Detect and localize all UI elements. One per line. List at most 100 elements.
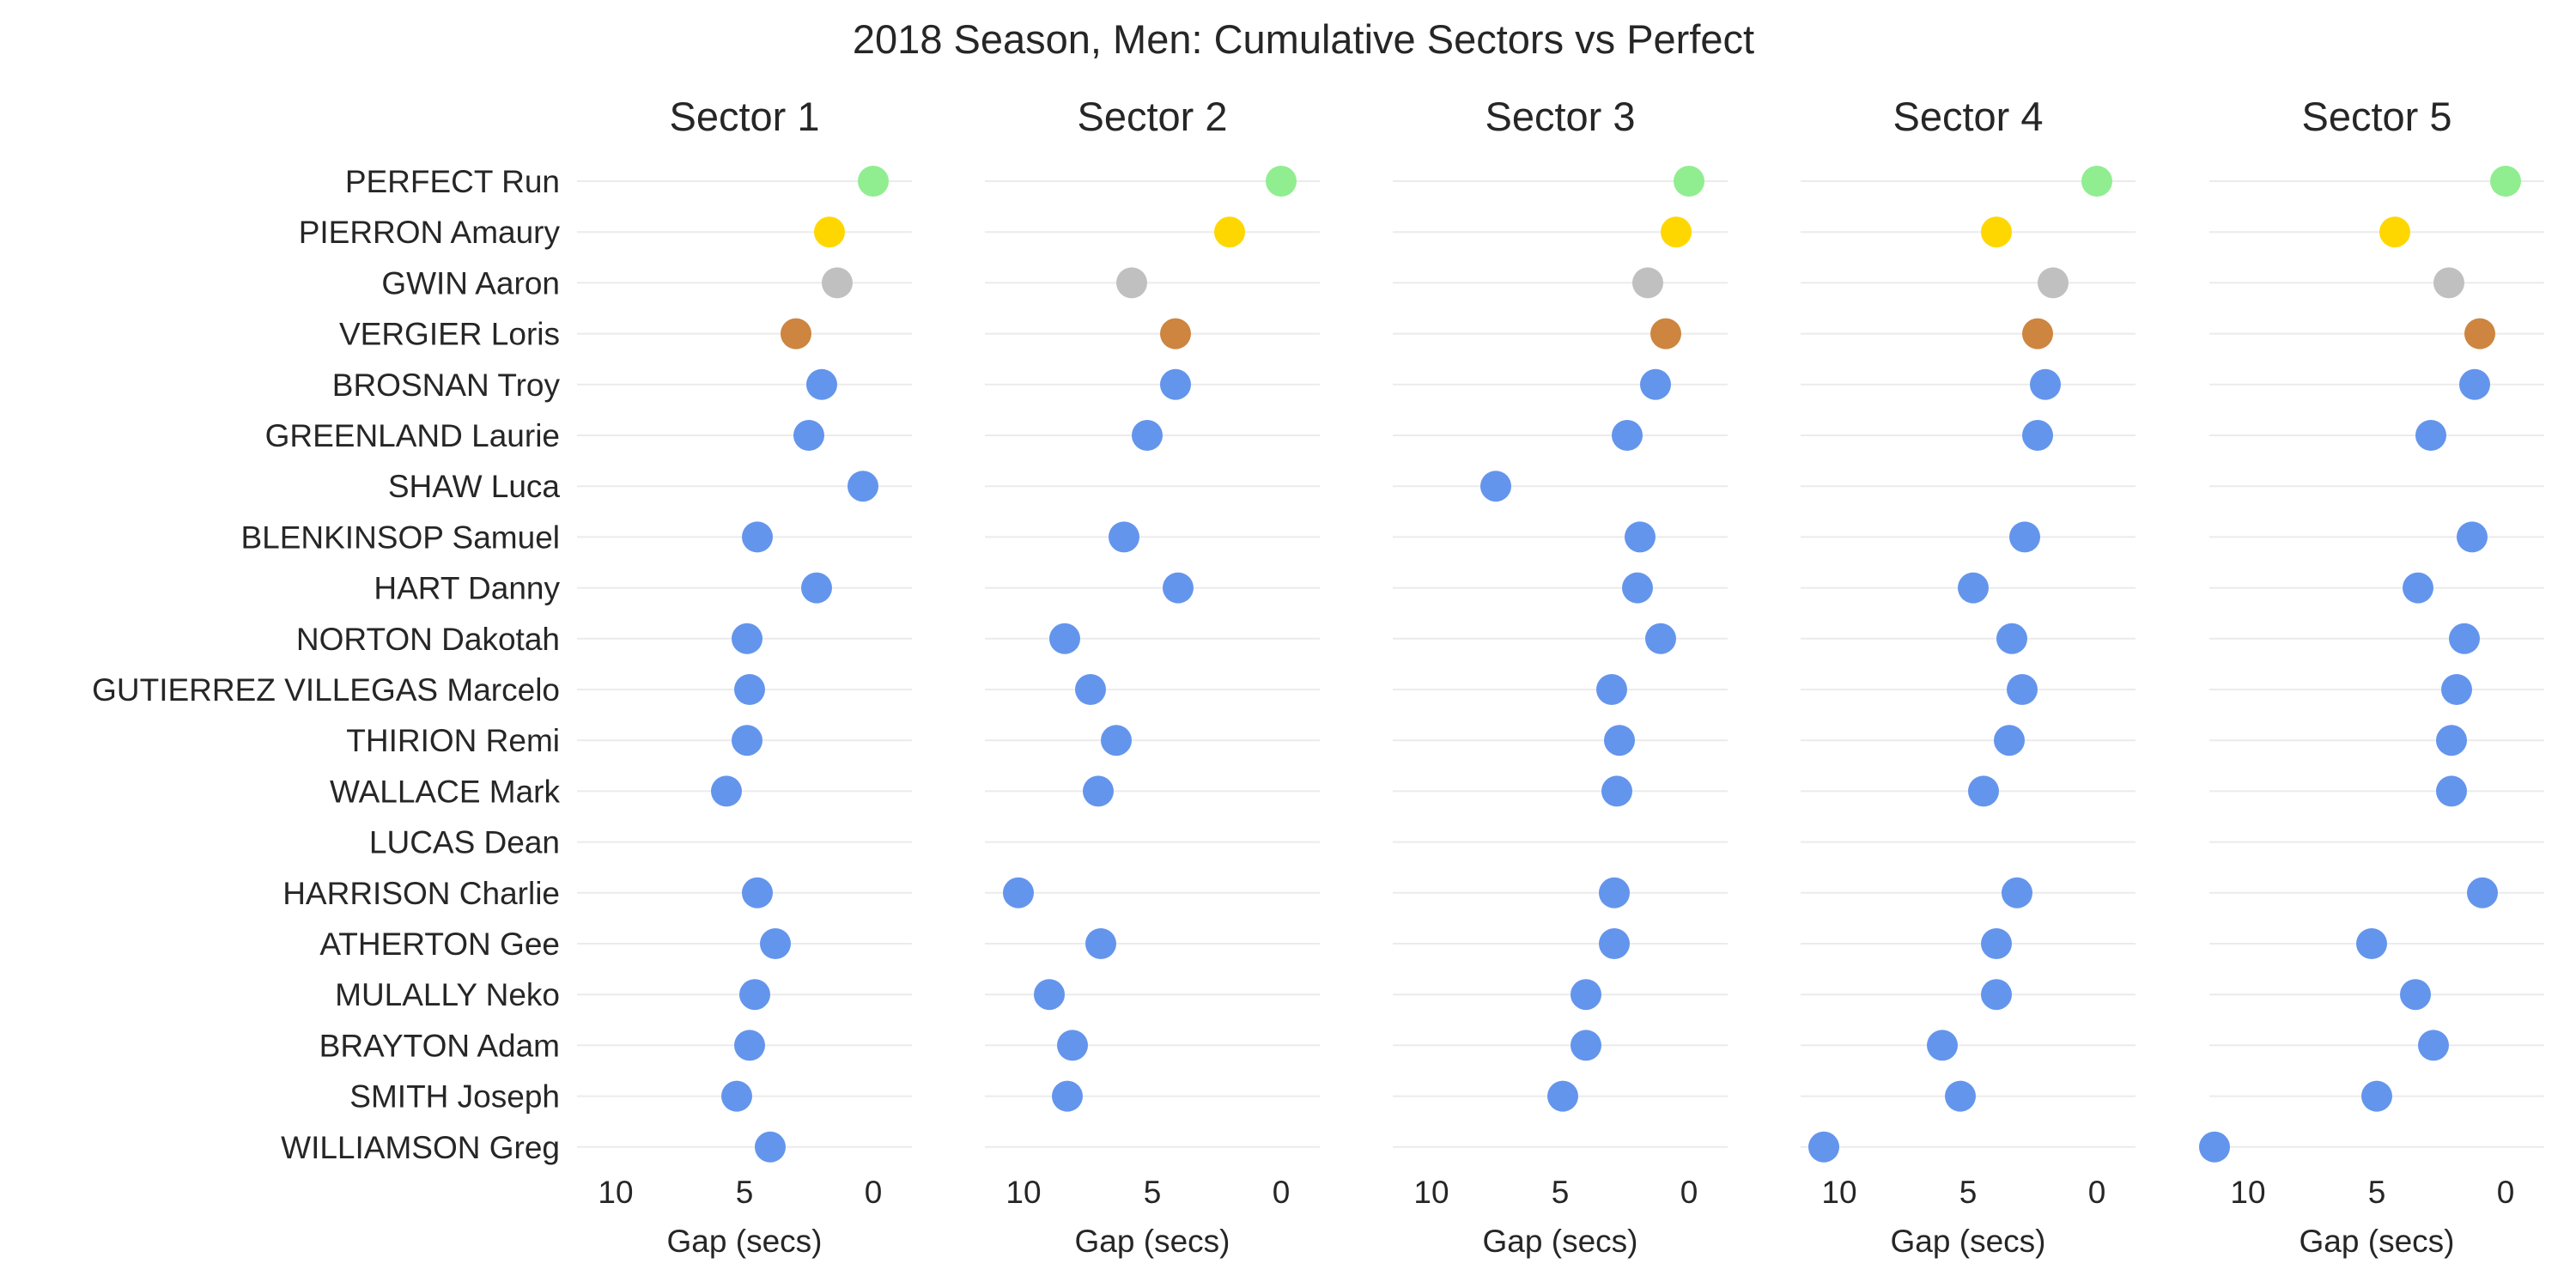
x-axis-label: Gap (secs): [2300, 1224, 2455, 1259]
data-point: [1057, 1030, 1088, 1061]
data-point: [1981, 216, 2012, 248]
data-point: [2400, 979, 2431, 1011]
chart-title: 2018 Season, Men: Cumulative Sectors vs …: [853, 16, 1754, 62]
data-point: [1650, 318, 1681, 349]
data-point: [1049, 623, 1080, 654]
data-point: [2030, 368, 2061, 400]
data-point: [2022, 318, 2053, 349]
data-point: [1958, 572, 1989, 604]
data-point: [1612, 420, 1643, 451]
data-point: [2436, 775, 2467, 807]
data-point: [2002, 877, 2032, 908]
sector-panel-2: Sector 2 10 5 0 Gap (secs): [985, 94, 1320, 1259]
data-point: [1927, 1030, 1958, 1061]
sector-panel-4: Sector 4 10 5 0 Gap (secs): [1801, 94, 2136, 1259]
rider-label: WALLACE Mark: [330, 774, 560, 809]
x-tick-label: 5: [1552, 1175, 1570, 1210]
data-point: [2415, 420, 2446, 451]
rider-label: GREENLAND Laurie: [265, 418, 560, 453]
data-point: [1132, 420, 1163, 451]
x-axis-label: Gap (secs): [667, 1224, 823, 1259]
x-axis-label: Gap (secs): [1483, 1224, 1638, 1259]
data-point: [2403, 572, 2433, 604]
rider-label: SHAW Luca: [388, 469, 561, 504]
data-point: [739, 979, 770, 1011]
data-point: [2199, 1131, 2230, 1163]
data-point: [1968, 775, 1999, 807]
data-point: [732, 623, 762, 654]
data-point: [2356, 928, 2387, 959]
rider-label: GUTIERREZ VILLEGAS Marcelo: [92, 672, 560, 708]
data-point: [742, 521, 773, 553]
data-point: [1640, 368, 1671, 400]
data-point: [781, 318, 811, 349]
data-point: [2441, 674, 2472, 705]
data-point: [1599, 928, 1630, 959]
sector-panel-5: Sector 5 10 5 0 Gap (secs): [2199, 94, 2544, 1259]
panel-title: Sector 2: [1077, 94, 1227, 139]
data-point: [1109, 521, 1139, 553]
data-point: [814, 216, 845, 248]
data-point: [822, 267, 853, 299]
data-point: [2038, 267, 2069, 299]
data-point: [1645, 623, 1676, 654]
rider-label: GWIN Aaron: [381, 265, 560, 301]
x-tick-label: 10: [1821, 1175, 1856, 1210]
data-point: [711, 775, 742, 807]
rider-label: MULALLY Neko: [335, 977, 560, 1012]
panel-title: Sector 1: [669, 94, 819, 139]
data-point: [1116, 267, 1147, 299]
x-tick-label: 5: [736, 1175, 754, 1210]
panel-title: Sector 4: [1893, 94, 2043, 139]
data-point: [1571, 979, 1601, 1011]
data-point: [2436, 725, 2467, 756]
data-point: [2007, 674, 2038, 705]
data-point: [1160, 318, 1191, 349]
data-point: [2009, 521, 2040, 553]
rider-label: THIRION Remi: [346, 723, 560, 758]
data-point: [801, 572, 832, 604]
rider-label: ATHERTON Gee: [319, 927, 560, 962]
rider-label: BRAYTON Adam: [319, 1028, 560, 1063]
rider-label: PIERRON Amaury: [299, 215, 561, 250]
data-point: [1994, 725, 2025, 756]
rider-label: LUCAS Dean: [369, 825, 560, 860]
data-point: [858, 166, 889, 197]
x-tick-label: 0: [1273, 1175, 1291, 1210]
data-point: [734, 674, 765, 705]
data-point: [2457, 521, 2488, 553]
data-point: [1083, 775, 1114, 807]
data-point: [1075, 674, 1106, 705]
x-tick-label: 0: [2497, 1175, 2515, 1210]
data-point: [1085, 928, 1116, 959]
x-tick-label: 5: [1959, 1175, 1978, 1210]
rider-labels: PERFECT Run PIERRON Amaury GWIN Aaron VERGI…: [92, 164, 560, 1165]
rider-label: HARRISON Charlie: [283, 876, 560, 911]
panel-title: Sector 3: [1485, 94, 1635, 139]
data-point: [1604, 725, 1635, 756]
data-point: [1981, 928, 2012, 959]
rider-label: BROSNAN Troy: [332, 368, 561, 403]
x-tick-label: 5: [2368, 1175, 2386, 1210]
data-point: [1599, 877, 1630, 908]
rider-label: VERGIER Loris: [339, 317, 560, 352]
panel-title: Sector 5: [2301, 94, 2451, 139]
data-point: [1034, 979, 1065, 1011]
data-point: [1674, 166, 1704, 197]
data-point: [1945, 1080, 1976, 1112]
data-point: [1547, 1080, 1578, 1112]
x-tick-label: 10: [1413, 1175, 1449, 1210]
data-point: [2467, 877, 2498, 908]
data-point: [1052, 1080, 1083, 1112]
data-point: [793, 420, 824, 451]
data-point: [2418, 1030, 2449, 1061]
data-point: [1101, 725, 1132, 756]
data-point: [755, 1131, 786, 1163]
data-point: [1981, 979, 2012, 1011]
x-tick-label: 5: [1144, 1175, 1162, 1210]
data-point: [2379, 216, 2410, 248]
data-point: [2022, 420, 2053, 451]
rider-label: HART Danny: [374, 571, 560, 606]
data-point: [1480, 471, 1511, 502]
